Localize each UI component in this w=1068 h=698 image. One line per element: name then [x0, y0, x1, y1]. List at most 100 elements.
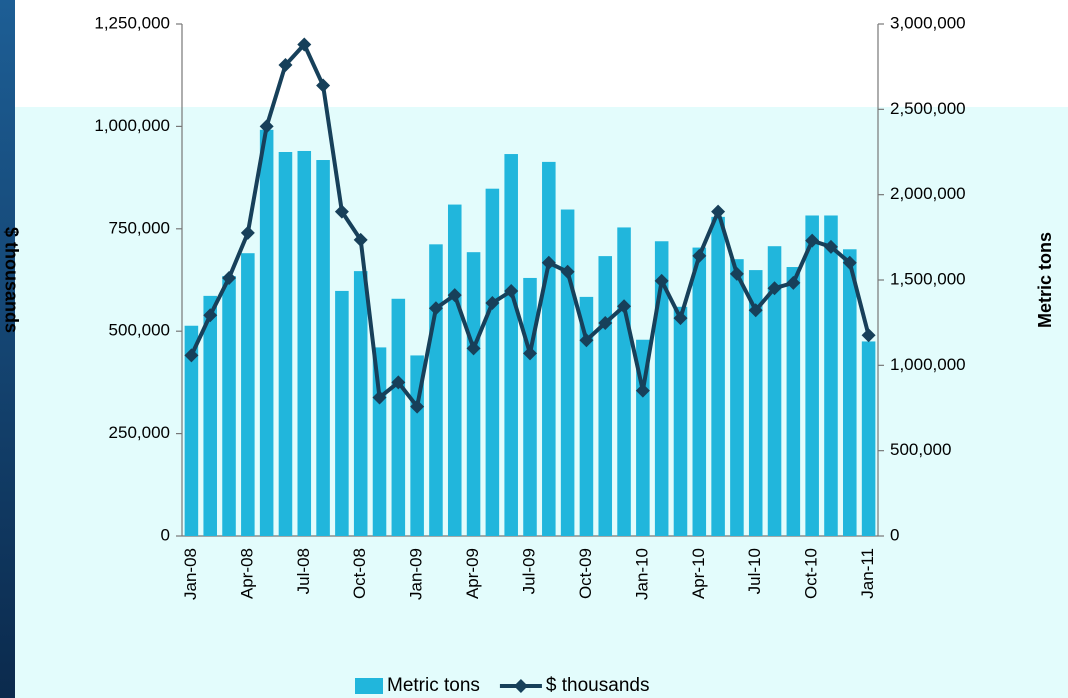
line-marker: [410, 399, 425, 414]
line-marker: [729, 266, 744, 281]
line-marker: [805, 233, 820, 248]
line-marker: [861, 328, 876, 343]
line-marker: [466, 341, 481, 356]
x-tick-label: Oct-09: [576, 548, 595, 599]
y-tick-label: 250,000: [109, 423, 170, 442]
x-tick-label: Jul-10: [745, 548, 764, 594]
bar: [579, 296, 594, 536]
bar: [711, 216, 725, 536]
x-tick-label: Jan-11: [858, 548, 877, 599]
y2-tick-label: 1,500,000: [890, 269, 966, 288]
line-marker: [504, 284, 519, 299]
bar: [748, 270, 763, 536]
y-tick-label: 1,250,000: [94, 13, 170, 32]
line-marker: [635, 383, 650, 398]
bar: [297, 150, 312, 536]
y2-tick-label: 3,000,000: [890, 13, 966, 32]
y2-tick-label: 2,000,000: [890, 184, 966, 203]
legend-swatch: [513, 679, 528, 693]
bar: [824, 215, 838, 536]
legend-label: Metric tons: [387, 675, 480, 696]
line-marker: [523, 346, 537, 361]
x-tick-label: Oct-10: [802, 548, 821, 599]
line-marker: [617, 299, 632, 314]
line-marker: [579, 333, 594, 348]
y2-tick-label: 2,500,000: [890, 99, 966, 118]
line-marker: [692, 248, 707, 263]
line-marker: [541, 255, 556, 270]
bar: [504, 154, 518, 536]
line-marker: [203, 308, 218, 323]
bar: [259, 129, 274, 536]
bar: [692, 247, 707, 536]
bar: [861, 341, 876, 536]
bar: [241, 253, 255, 537]
x-tick-label: Jan-09: [407, 548, 426, 600]
bar: [786, 267, 801, 536]
line-marker: [786, 275, 801, 290]
line-marker: [673, 311, 688, 326]
line-marker: [259, 119, 274, 134]
bar: [335, 290, 349, 536]
line-marker: [560, 264, 575, 279]
line-marker: [748, 303, 763, 318]
line-marker: [447, 288, 462, 303]
y-tick-label: 500,000: [109, 321, 170, 340]
x-tick-label: Jul-08: [294, 548, 313, 594]
y2-tick-label: 0: [890, 525, 899, 544]
y-tick-label: 1,000,000: [94, 116, 170, 135]
x-tick-label: Jan-08: [181, 548, 200, 600]
bar: [560, 209, 575, 537]
y2-axis-title: Metric tons: [1035, 232, 1055, 328]
bar: [673, 306, 688, 536]
line-marker: [316, 78, 331, 93]
y-tick-label: 750,000: [109, 218, 170, 237]
y2-tick-label: 1,000,000: [890, 355, 966, 374]
bar: [617, 227, 631, 536]
x-tick-label: Jan-10: [632, 548, 651, 600]
line-marker: [485, 295, 500, 310]
bar: [316, 160, 330, 536]
bar: [203, 295, 217, 536]
x-tick-label: Apr-10: [689, 548, 708, 599]
bar: [730, 259, 744, 536]
line-marker: [711, 204, 726, 219]
line-marker: [353, 232, 368, 247]
bar: [805, 215, 819, 536]
x-tick-label: Apr-08: [237, 548, 256, 599]
bar: [184, 325, 199, 536]
line-marker: [334, 204, 349, 219]
bar: [654, 241, 669, 536]
bar: [353, 271, 368, 536]
bar: [466, 252, 481, 536]
x-tick-label: Jul-09: [519, 548, 538, 594]
x-tick-label: Oct-08: [350, 548, 369, 599]
line-marker: [184, 348, 199, 363]
y2-tick-label: 500,000: [890, 440, 951, 459]
bar: [372, 347, 387, 536]
bar: [222, 276, 236, 536]
bar: [542, 161, 556, 536]
line-marker: [767, 281, 782, 296]
y-tick-label: 0: [161, 525, 170, 544]
line-marker: [428, 301, 443, 316]
line-marker: [842, 255, 857, 270]
bar: [767, 246, 782, 536]
line-marker: [297, 37, 312, 52]
bar: [391, 298, 406, 536]
side-strip: [0, 0, 15, 698]
line-marker: [240, 225, 255, 240]
bar: [843, 249, 857, 536]
x-tick-label: Apr-09: [463, 548, 482, 599]
line-marker: [278, 57, 293, 72]
bar: [278, 152, 293, 536]
line-marker: [372, 390, 387, 405]
bar: [523, 277, 537, 536]
bar: [485, 188, 500, 536]
line-marker: [598, 316, 613, 331]
line-marker: [654, 273, 669, 288]
bar: [447, 204, 462, 536]
line-marker: [823, 239, 838, 254]
